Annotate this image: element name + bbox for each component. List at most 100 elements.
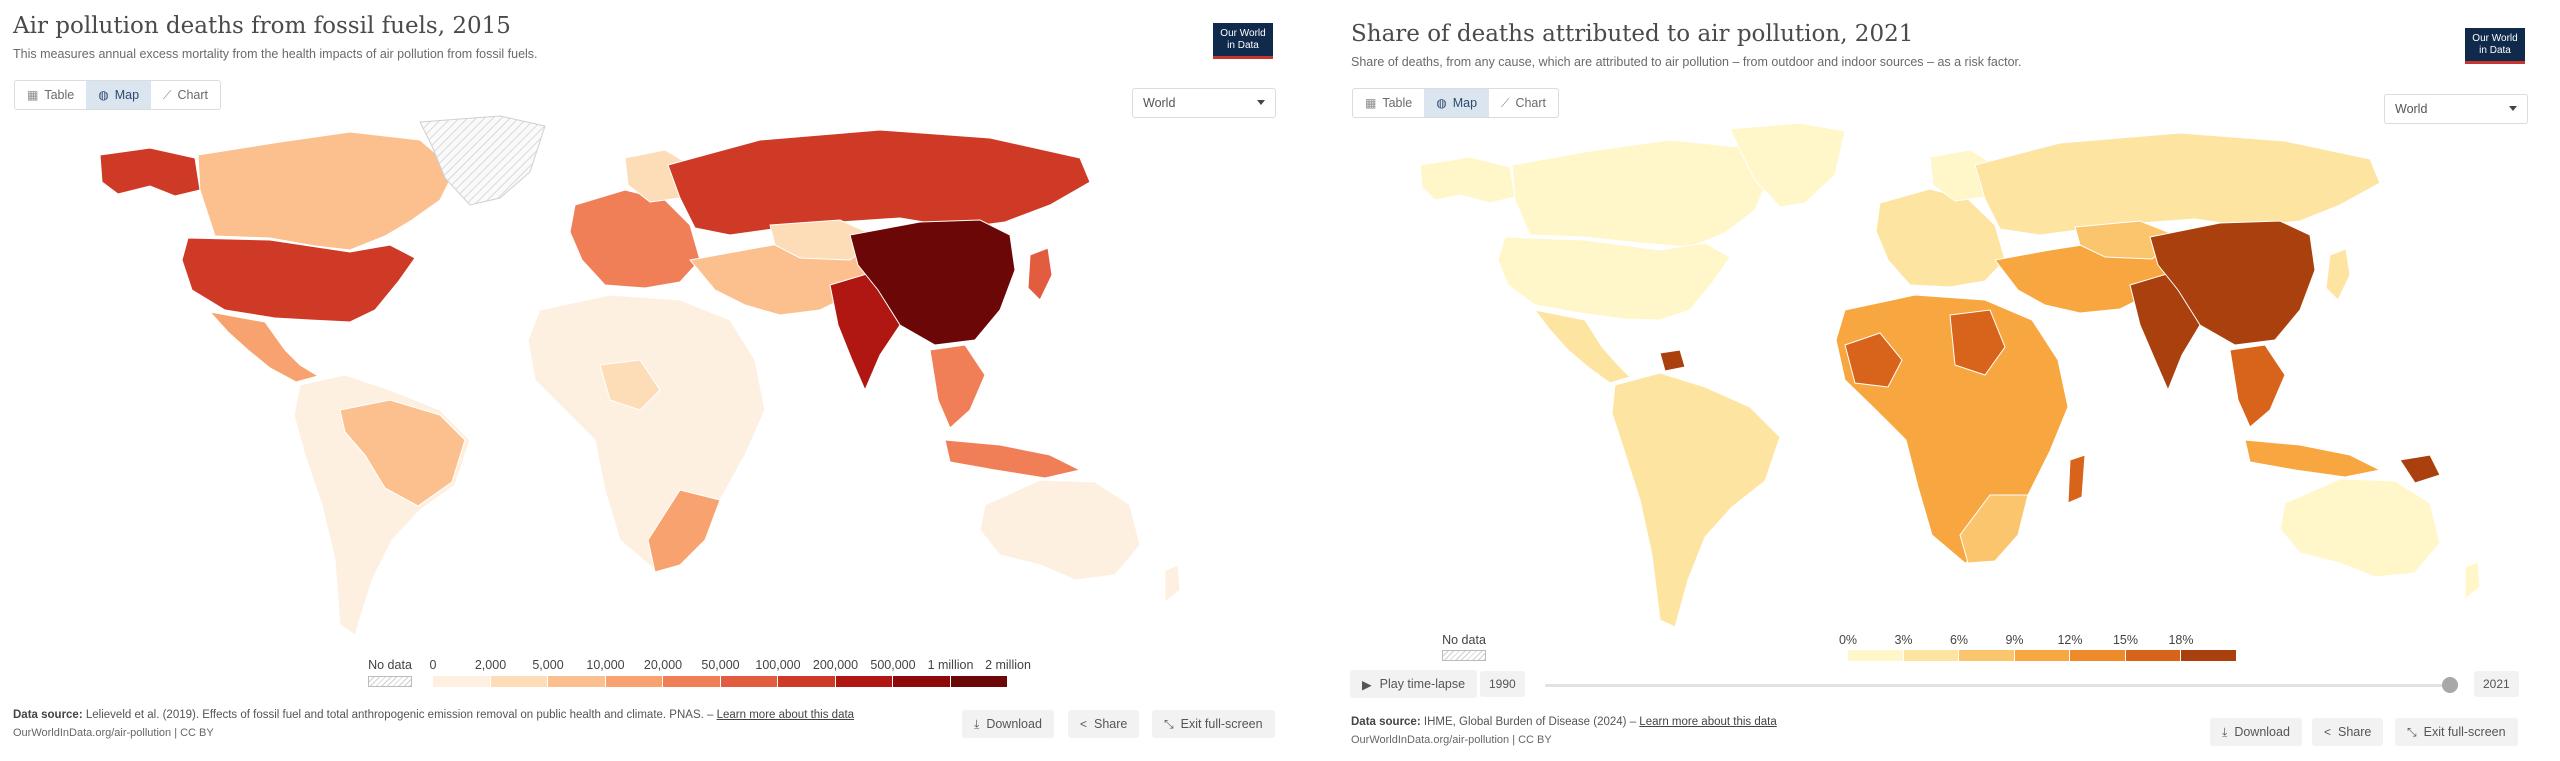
share-button[interactable]: < Share [1068,710,1140,738]
tab-label: Table [1382,96,1413,110]
legend-tick-label: 9% [2005,633,2024,647]
exit-fullscreen-button[interactable]: ⤡ Exit full-screen [2395,718,2518,746]
button-label: Download [986,717,1042,731]
legend-no-data-swatch [1442,650,1486,661]
timeline-track[interactable] [1545,684,2450,687]
country-shape [769,219,881,261]
country-shape [1844,332,1903,388]
exit-fullscreen-button[interactable]: ⤡ Exit full-screen [1152,710,1275,738]
legend-no-data-label: No data [1442,633,1486,647]
world-map[interactable] [0,110,1290,650]
tab-label: Chart [1515,96,1547,110]
legend-bin [605,676,663,687]
country-shape [527,294,766,571]
country-shape [979,479,1141,581]
url-license: OurWorldInData.org/air-pollution | CC BY [13,727,214,739]
country-shape [1659,349,1686,372]
legend-bin [1848,650,1904,661]
download-icon: ⤓ [974,716,980,731]
legend-tick-label: 100,000 [755,658,801,672]
country-shape [647,489,721,573]
tab-chart[interactable]: ⟋ Chart [151,81,220,109]
share-icon: < [1080,717,1088,731]
country-shape [2399,454,2441,484]
legend-tick-label: 18% [2168,633,2194,647]
view-tabs: ▦ Table ◍ Map ⟋ Chart [1352,88,1560,118]
country-shape [99,147,201,197]
country-shape [849,219,1016,346]
learn-more-link[interactable]: Learn more about this data [1639,716,1777,728]
country-shape [2279,478,2441,578]
country-shape [1949,309,2006,376]
legend-bin [2014,650,2070,661]
tab-label: Map [114,88,140,102]
legend-bin [663,676,721,687]
source-label: Data source: [1351,716,1421,728]
download-button[interactable]: ⤓ Download [2210,718,2302,746]
world-map[interactable] [1340,115,2560,635]
country-shape [1611,372,1781,628]
tab-chart[interactable]: ⟋ Chart [1489,89,1558,117]
country-shape [2325,248,2351,301]
button-label: Share [2338,725,2372,739]
country-shape [208,311,320,383]
chart-icon: ⟋ [163,87,172,102]
legend-tick-label: 1 million [927,658,974,672]
legend-bin [2125,650,2181,661]
start-year: 1990 [1480,671,1525,697]
table-icon: ▦ [27,88,39,102]
legend-bin [1959,650,2015,661]
country-shape [1959,494,2029,564]
legend-tick-label: 50,000 [701,658,740,672]
legend-tick-label: 6% [1949,633,1969,647]
globe-icon: ◍ [1436,96,1447,110]
tab-table[interactable]: ▦ Table [1353,89,1424,117]
country-shape [1497,236,1731,321]
legend-tick-label: 3% [1894,633,1913,647]
owid-logo[interactable]: Our World in Data [1213,23,1273,59]
timeline-handle[interactable] [2442,677,2458,693]
tab-map[interactable]: ◍ Map [86,81,152,109]
legend-tick-label: 2,000 [474,658,507,672]
legend-tick-label: 0% [1838,633,1858,647]
country-shape [419,115,546,206]
country-shape [1511,139,1771,248]
tab-map[interactable]: ◍ Map [1424,89,1490,117]
tab-table[interactable]: ▦ Table [15,81,86,109]
region-dropdown[interactable]: World [1132,88,1276,118]
exit-fullscreen-icon: ⤡ [1164,716,1174,731]
download-button[interactable]: ⤓ Download [962,710,1054,738]
url-license: OurWorldInData.org/air-pollution | CC BY [1351,734,1552,746]
country-shape [1729,122,1846,208]
legend-bin [950,676,1008,687]
play-timelapse-button[interactable]: ▶ Play time-lapse [1350,670,1478,698]
country-shape [1164,564,1181,604]
button-label: Exit full-screen [1180,717,1263,731]
country-shape [569,189,701,289]
chevron-down-icon [1257,100,1265,105]
tab-label: Chart [177,88,209,102]
legend-no-data-label: No data [368,658,412,672]
chart-title: Air pollution deaths from fossil fuels, … [13,13,511,39]
country-shape [1875,188,2006,288]
button-label: Play time-lapse [1379,677,1466,691]
country-shape [2149,220,2316,346]
globe-icon: ◍ [98,88,109,102]
legend-tick-label: 2 million [985,658,1031,672]
legend-tick-label: 5,000 [532,658,564,672]
legend-bin [490,676,548,687]
button-label: Exit full-screen [2423,725,2506,739]
region-value: World [2395,102,2428,116]
country-shape [2229,344,2286,428]
legend-bin [778,676,836,687]
country-shape [944,439,1082,479]
owid-logo[interactable]: Our World in Data [2465,28,2525,64]
legend-tick-label: 0 [429,658,437,672]
learn-more-link[interactable]: Learn more about this data [716,709,855,721]
legend-bin [433,676,491,687]
logo-line-2: in Data [1227,40,1259,51]
source-text: Lelieveld et al. (2019). Effects of foss… [85,709,714,721]
left-map-panel: Air pollution deaths from fossil fuels, … [0,13,1290,739]
region-dropdown[interactable]: World [2384,94,2528,124]
share-button[interactable]: < Share [2312,718,2384,746]
